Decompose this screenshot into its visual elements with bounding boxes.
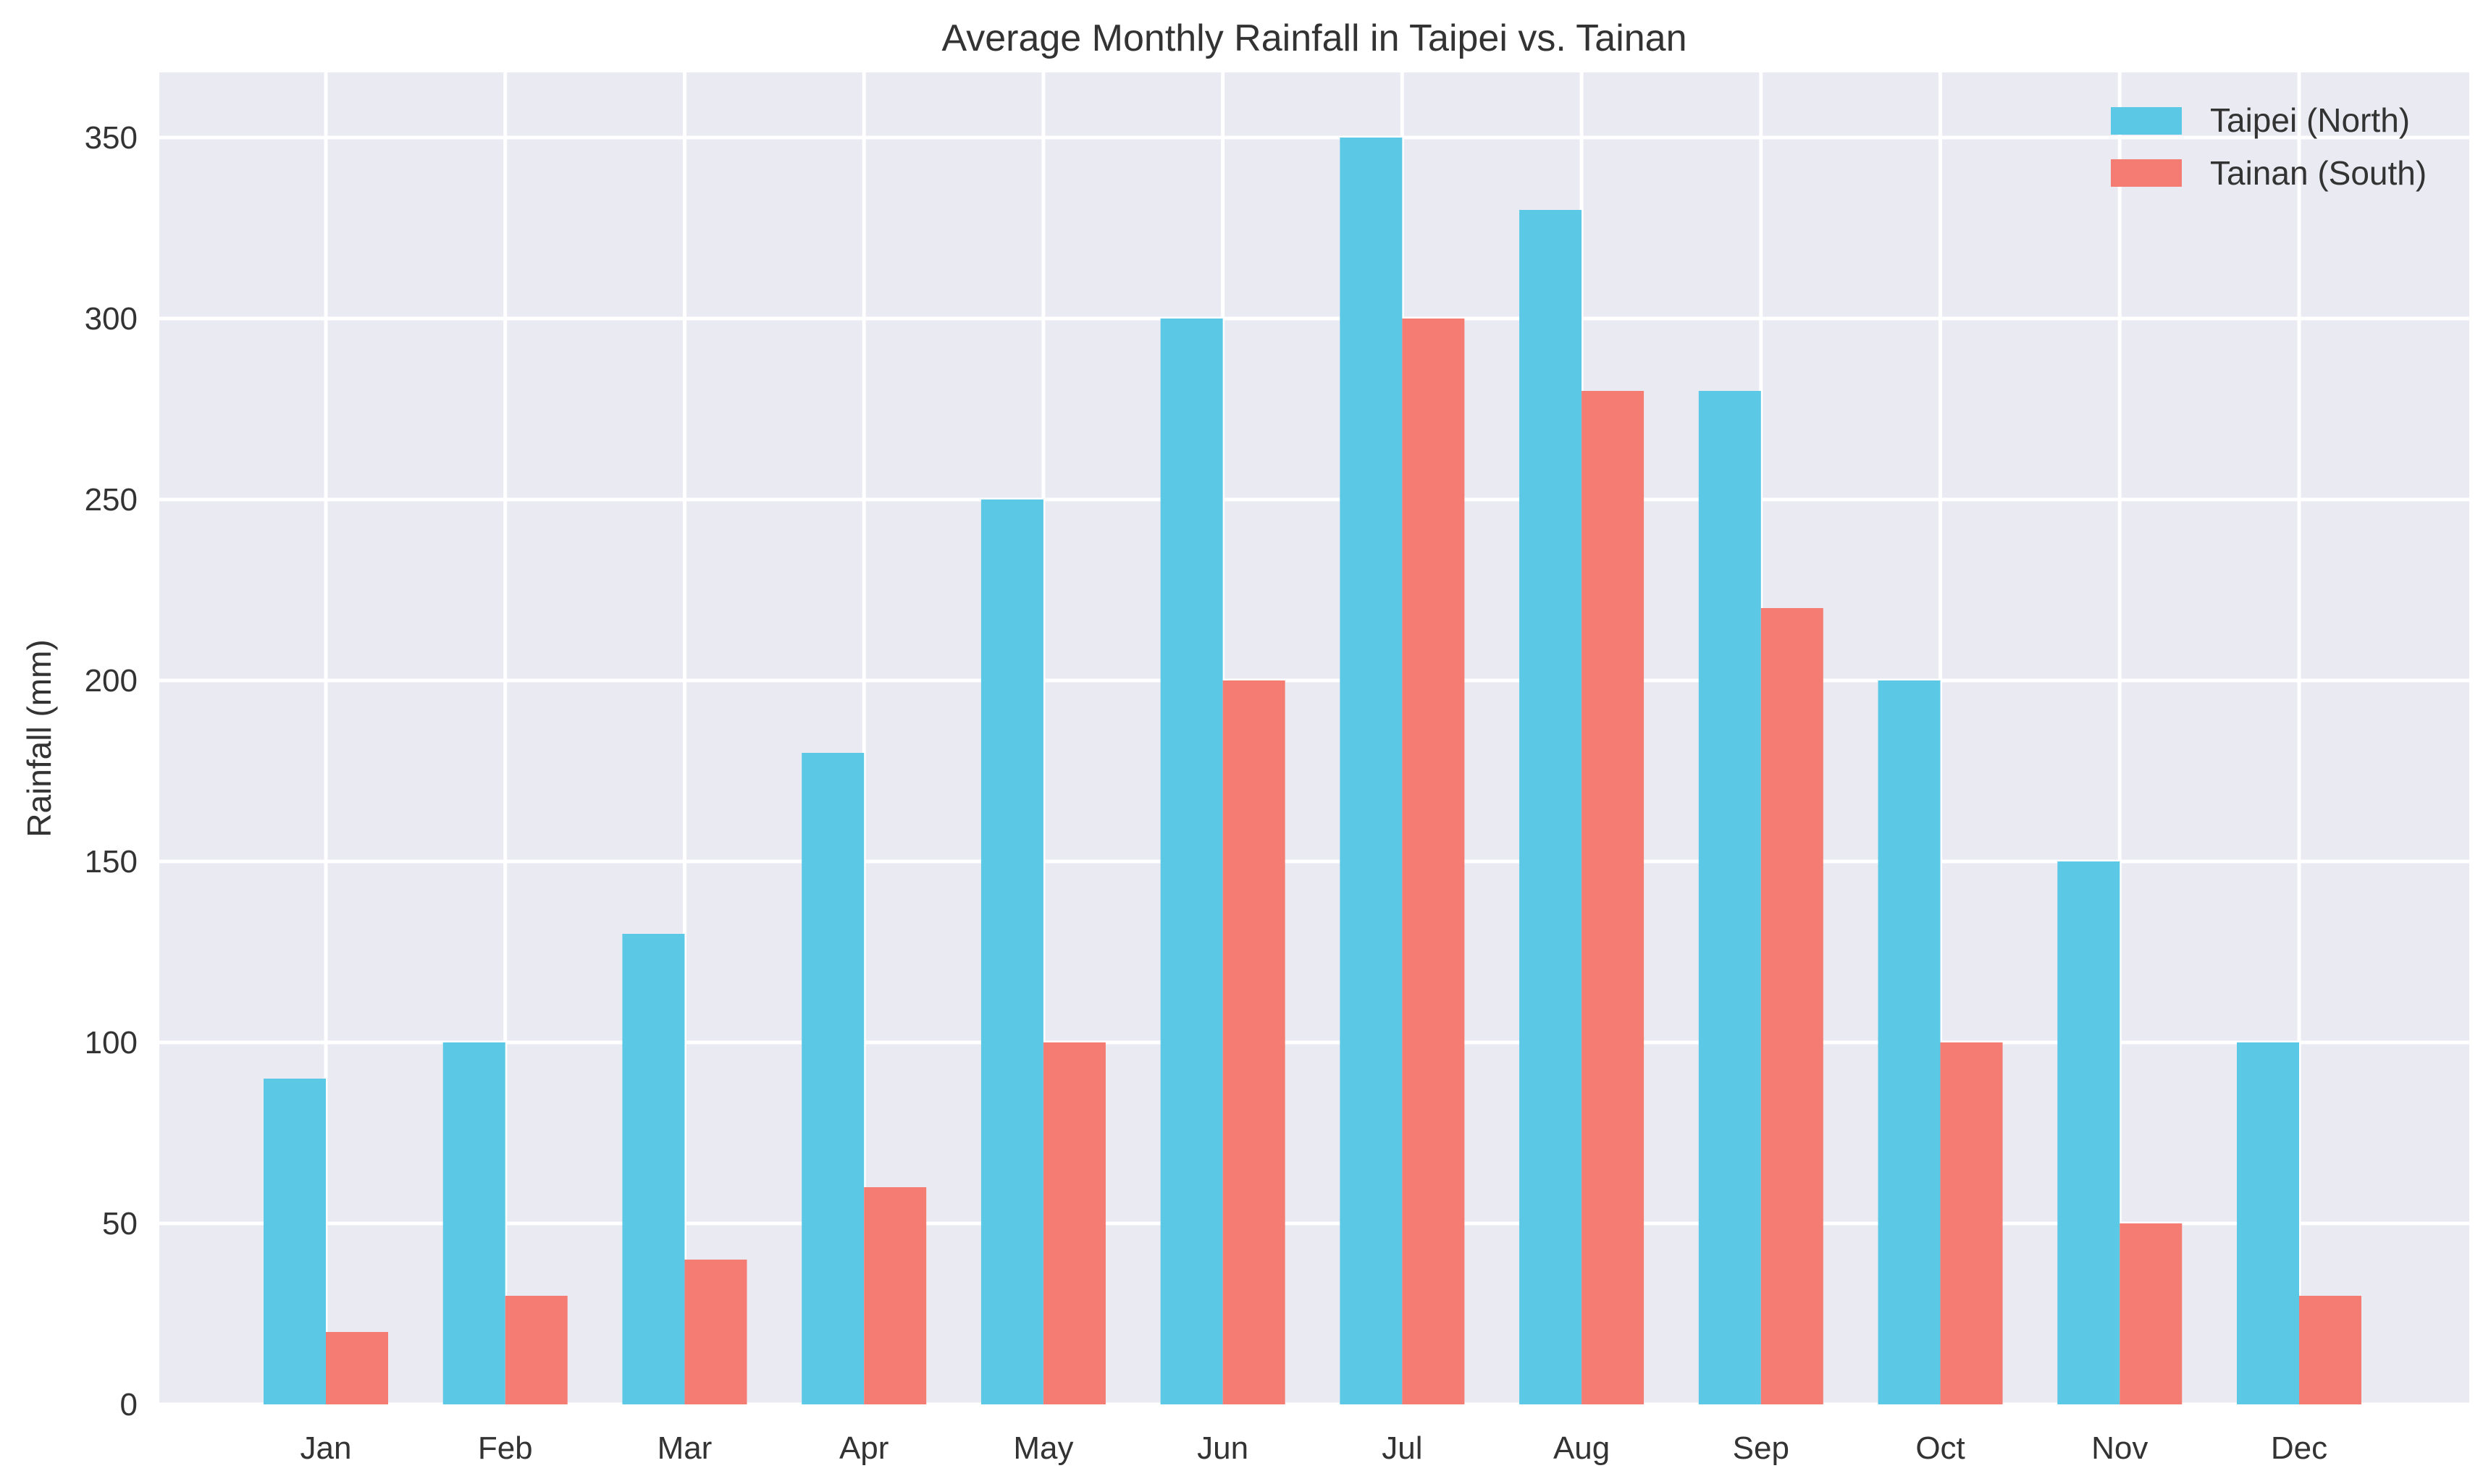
bar-tainan-sep [1760,608,1823,1404]
bar-tainan-mar [684,1260,747,1404]
bar-taipei-jul [1340,138,1403,1404]
bar-tainan-jan [326,1332,388,1404]
bar-taipei-apr [802,753,865,1404]
legend-label-tainan: Tainan (South) [2210,154,2427,192]
y-tick-label-0: 0 [120,1387,138,1422]
chart-title: Average Monthly Rainfall in Taipei vs. T… [941,17,1686,59]
bar-taipei-dec [2237,1042,2299,1404]
bar-taipei-mar [622,934,685,1404]
bar-tainan-dec [2299,1296,2361,1404]
bar-taipei-feb [442,1042,505,1404]
bar-taipei-nov [2057,861,2120,1404]
bar-tainan-oct [1940,1042,2003,1404]
bar-tainan-feb [505,1296,568,1404]
bar-tainan-may [1043,1042,1106,1404]
x-tick-label-oct: Oct [1915,1430,1965,1466]
x-axis-ticks: Jan Feb Mar Apr May Jun Jul Aug Sep Oct Nov Dec [301,1430,2328,1466]
legend-label-taipei: Taipei (North) [2210,101,2410,139]
bar-taipei-jan [264,1079,326,1404]
y-tick-label-150: 150 [85,844,138,880]
y-axis-ticks: 0 50 100 150 200 250 300 350 [85,120,138,1422]
x-tick-label-mar: Mar [658,1430,713,1466]
legend-swatch-tainan [2111,159,2182,187]
legend: Taipei (North) Tainan (South) [2111,101,2427,192]
y-tick-label-100: 100 [85,1025,138,1061]
y-tick-label-200: 200 [85,663,138,699]
y-tick-label-300: 300 [85,301,138,337]
y-axis-label: Rainfall (mm) [20,639,58,837]
x-tick-label-apr: Apr [839,1430,889,1466]
y-tick-label-250: 250 [85,482,138,518]
x-tick-label-jun: Jun [1197,1430,1248,1466]
bar-tainan-jul [1402,319,1465,1404]
bar-taipei-aug [1519,210,1582,1404]
bar-tainan-jun [1222,680,1285,1404]
bar-taipei-jun [1160,319,1223,1404]
bar-tainan-apr [864,1187,927,1404]
bars [264,138,2361,1404]
bar-taipei-sep [1698,391,1761,1404]
y-tick-label-50: 50 [102,1206,138,1241]
x-tick-label-aug: Aug [1553,1430,1610,1466]
x-tick-label-feb: Feb [478,1430,533,1466]
x-tick-label-nov: Nov [2091,1430,2148,1466]
bar-tainan-nov [2120,1223,2183,1404]
bar-taipei-may [980,499,1043,1404]
x-tick-label-jan: Jan [301,1430,352,1466]
x-tick-label-dec: Dec [2271,1430,2327,1466]
x-tick-label-may: May [1013,1430,1073,1466]
x-tick-label-jul: Jul [1382,1430,1422,1466]
y-tick-label-350: 350 [85,120,138,156]
legend-swatch-taipei [2111,107,2182,135]
x-tick-label-sep: Sep [1733,1430,1789,1466]
bar-taipei-oct [1878,680,1941,1404]
bar-tainan-aug [1581,391,1644,1404]
